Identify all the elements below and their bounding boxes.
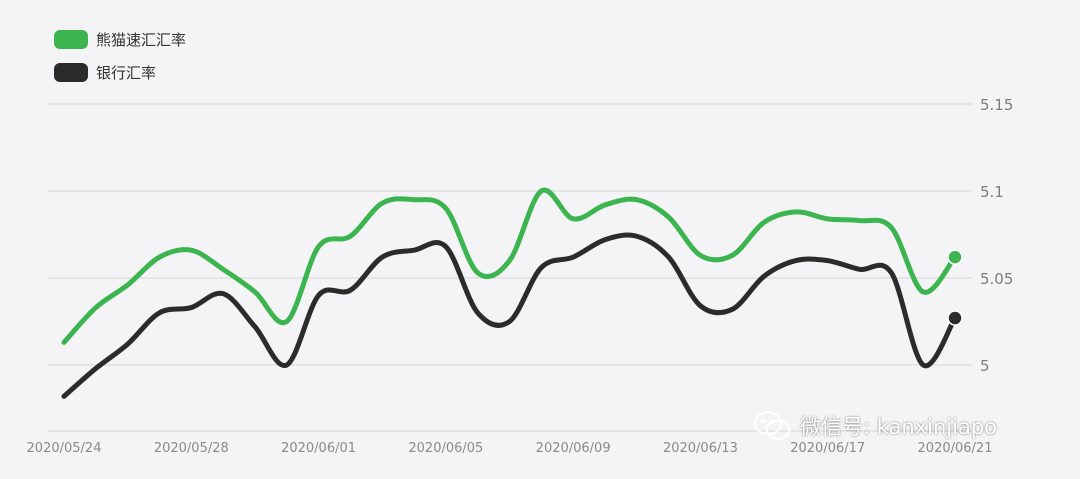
legend-item-panda[interactable]: 熊猫速汇汇率: [54, 28, 186, 50]
wechat-watermark: 微信号: kanxinjiapo: [752, 409, 997, 443]
series-lines: [61, 187, 963, 399]
legend-swatch-bank: [54, 62, 88, 82]
y-tick-label: 5: [980, 357, 990, 375]
legend-label-bank: 银行汇率: [96, 63, 157, 82]
x-tick-label: 2020/06/13: [663, 441, 738, 456]
gridlines: [48, 103, 972, 432]
legend-label-panda: 熊猫速汇汇率: [96, 30, 187, 49]
endpoint-marker-bank[interactable]: [947, 310, 963, 326]
wechat-icon: [753, 410, 791, 441]
series-line-panda: [61, 187, 958, 345]
watermark-text: 微信号: kanxinjiapo: [800, 415, 998, 439]
y-tick-label: 5.05: [980, 270, 1013, 288]
x-tick-label: 2020/06/21: [918, 441, 993, 456]
legend-item-bank[interactable]: 银行汇率: [54, 61, 186, 83]
x-tick-label: 2020/06/09: [536, 441, 611, 456]
x-tick-label: 2020/06/01: [281, 441, 356, 456]
legend: 熊猫速汇汇率 银行汇率: [54, 28, 186, 94]
x-tick-label: 2020/06/17: [790, 441, 865, 456]
y-tick-label: 5.1: [980, 183, 1004, 201]
endpoint-marker-panda[interactable]: [947, 249, 963, 265]
series-line-bank: [61, 232, 958, 399]
y-tick-label: 5.15: [980, 96, 1013, 114]
x-tick-label: 2020/06/05: [408, 441, 483, 456]
x-tick-label: 2020/05/24: [27, 441, 102, 456]
legend-swatch-panda: [54, 29, 88, 49]
y-axis-ticks: 5 5.05 5.1 5.15: [980, 96, 1013, 375]
x-tick-label: 2020/05/28: [154, 441, 229, 456]
x-axis-ticks: 2020/05/24 2020/05/28 2020/06/01 2020/06/05…: [27, 441, 993, 456]
